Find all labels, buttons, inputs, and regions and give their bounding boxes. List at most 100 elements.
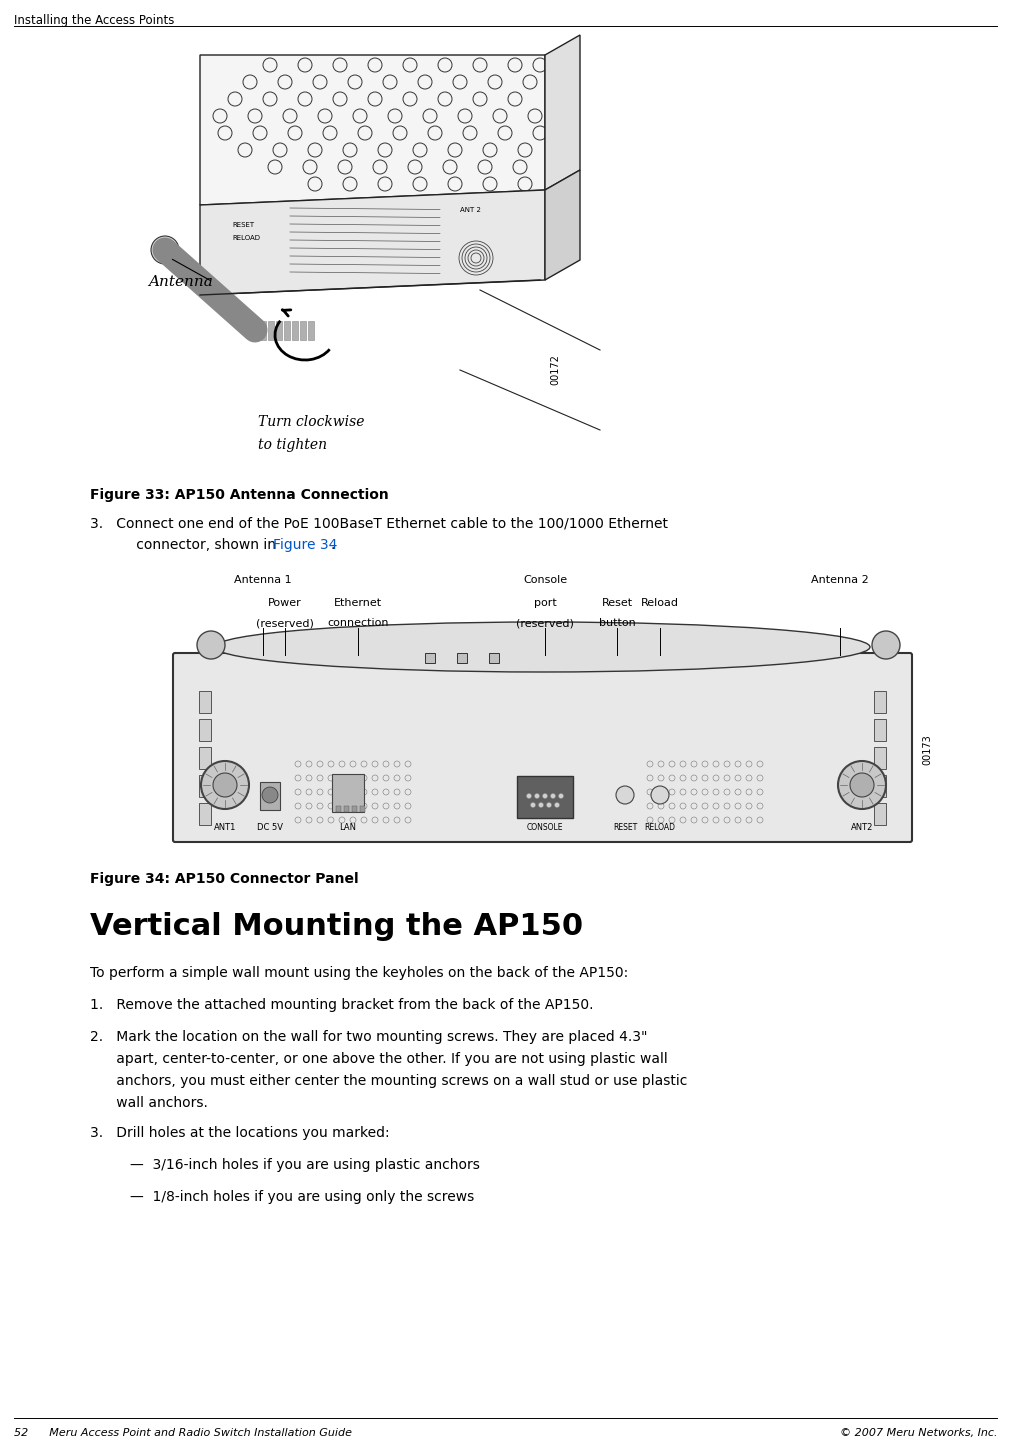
Text: (reserved): (reserved) bbox=[516, 618, 574, 628]
Circle shape bbox=[651, 786, 669, 803]
Circle shape bbox=[201, 761, 249, 809]
Text: 52      Meru Access Point and Radio Switch Installation Guide: 52 Meru Access Point and Radio Switch In… bbox=[14, 1428, 352, 1438]
Bar bbox=[874, 747, 886, 768]
Bar bbox=[199, 692, 211, 713]
Text: 3.   Connect one end of the PoE 100BaseT Ethernet cable to the 100/1000 Ethernet: 3. Connect one end of the PoE 100BaseT E… bbox=[90, 516, 668, 531]
Bar bbox=[489, 652, 499, 663]
Text: To perform a simple wall mount using the keyholes on the back of the AP150:: To perform a simple wall mount using the… bbox=[90, 966, 628, 980]
Circle shape bbox=[838, 761, 886, 809]
Text: apart, center-to-center, or one above the other. If you are not using plastic wa: apart, center-to-center, or one above th… bbox=[90, 1053, 667, 1066]
Bar bbox=[332, 774, 364, 812]
Polygon shape bbox=[200, 55, 545, 204]
Polygon shape bbox=[284, 320, 290, 339]
Text: Figure 34: AP150 Connector Panel: Figure 34: AP150 Connector Panel bbox=[90, 871, 359, 886]
Bar bbox=[199, 774, 211, 798]
Circle shape bbox=[547, 802, 551, 808]
Circle shape bbox=[850, 773, 874, 798]
Ellipse shape bbox=[215, 622, 870, 671]
Polygon shape bbox=[300, 320, 306, 339]
Text: ANT2: ANT2 bbox=[851, 824, 874, 832]
Circle shape bbox=[558, 793, 563, 799]
Polygon shape bbox=[545, 170, 580, 280]
Circle shape bbox=[551, 793, 555, 799]
Text: button: button bbox=[599, 618, 635, 628]
Text: —  3/16-inch holes if you are using plastic anchors: — 3/16-inch holes if you are using plast… bbox=[130, 1159, 480, 1172]
Bar bbox=[199, 747, 211, 768]
Text: Reset: Reset bbox=[602, 597, 633, 608]
Circle shape bbox=[554, 802, 559, 808]
Circle shape bbox=[151, 236, 179, 264]
Text: RESET: RESET bbox=[232, 222, 254, 228]
Text: RELOAD: RELOAD bbox=[232, 235, 260, 241]
Text: 1.   Remove the attached mounting bracket from the back of the AP150.: 1. Remove the attached mounting bracket … bbox=[90, 998, 593, 1012]
Text: © 2007 Meru Networks, Inc.: © 2007 Meru Networks, Inc. bbox=[839, 1428, 997, 1438]
Text: 00173: 00173 bbox=[922, 735, 932, 766]
Circle shape bbox=[535, 793, 540, 799]
Bar bbox=[874, 692, 886, 713]
Circle shape bbox=[213, 773, 237, 798]
Text: Antenna: Antenna bbox=[148, 276, 213, 289]
Circle shape bbox=[543, 793, 548, 799]
Circle shape bbox=[161, 247, 169, 254]
Bar bbox=[517, 776, 573, 818]
Text: 2.   Mark the location on the wall for two mounting screws. They are placed 4.3": 2. Mark the location on the wall for two… bbox=[90, 1030, 647, 1044]
Text: .: . bbox=[331, 538, 336, 552]
Bar bbox=[199, 719, 211, 741]
Bar bbox=[874, 803, 886, 825]
Circle shape bbox=[157, 242, 173, 258]
Text: —  1/8-inch holes if you are using only the screws: — 1/8-inch holes if you are using only t… bbox=[130, 1190, 474, 1203]
FancyBboxPatch shape bbox=[173, 652, 912, 842]
Text: CONSOLE: CONSOLE bbox=[527, 824, 563, 832]
Text: DC 5V: DC 5V bbox=[257, 824, 283, 832]
Bar bbox=[360, 806, 365, 812]
Polygon shape bbox=[292, 320, 298, 339]
Text: ANT 2: ANT 2 bbox=[460, 207, 480, 213]
Bar bbox=[425, 652, 435, 663]
Bar bbox=[260, 782, 280, 811]
Text: RELOAD: RELOAD bbox=[644, 824, 675, 832]
Text: Antenna 2: Antenna 2 bbox=[811, 576, 868, 584]
Text: Console: Console bbox=[523, 576, 567, 584]
Polygon shape bbox=[260, 320, 266, 339]
Text: connection: connection bbox=[328, 618, 389, 628]
Bar bbox=[199, 803, 211, 825]
Polygon shape bbox=[200, 190, 545, 294]
Text: Figure 33: AP150 Antenna Connection: Figure 33: AP150 Antenna Connection bbox=[90, 489, 389, 502]
Text: (reserved): (reserved) bbox=[256, 618, 314, 628]
Bar bbox=[344, 806, 349, 812]
Polygon shape bbox=[159, 242, 262, 338]
Text: Turn clockwise: Turn clockwise bbox=[258, 415, 365, 429]
Circle shape bbox=[616, 786, 634, 803]
Circle shape bbox=[262, 787, 278, 803]
Text: Antenna 1: Antenna 1 bbox=[235, 576, 292, 584]
Text: Installing the Access Points: Installing the Access Points bbox=[14, 14, 174, 28]
Text: 00172: 00172 bbox=[550, 355, 560, 386]
Bar bbox=[874, 774, 886, 798]
Polygon shape bbox=[268, 320, 274, 339]
Text: to tighten: to tighten bbox=[258, 438, 327, 452]
Circle shape bbox=[872, 631, 900, 658]
Text: Figure 34: Figure 34 bbox=[273, 538, 338, 552]
Text: Power: Power bbox=[268, 597, 302, 608]
Circle shape bbox=[197, 631, 225, 658]
Circle shape bbox=[527, 793, 532, 799]
Bar bbox=[336, 806, 341, 812]
Bar bbox=[352, 806, 357, 812]
Text: Vertical Mounting the AP150: Vertical Mounting the AP150 bbox=[90, 912, 583, 941]
Circle shape bbox=[531, 802, 536, 808]
Text: LAN: LAN bbox=[340, 824, 357, 832]
Text: 3.   Drill holes at the locations you marked:: 3. Drill holes at the locations you mark… bbox=[90, 1127, 389, 1140]
Text: wall anchors.: wall anchors. bbox=[90, 1096, 212, 1111]
Text: Reload: Reload bbox=[641, 597, 679, 608]
Bar bbox=[874, 719, 886, 741]
Polygon shape bbox=[308, 320, 314, 339]
Text: port: port bbox=[534, 597, 556, 608]
Text: ANT1: ANT1 bbox=[213, 824, 237, 832]
Text: connector, shown in: connector, shown in bbox=[110, 538, 280, 552]
Text: anchors, you must either center the mounting screws on a wall stud or use plasti: anchors, you must either center the moun… bbox=[90, 1074, 687, 1088]
Polygon shape bbox=[545, 35, 580, 190]
Polygon shape bbox=[276, 320, 282, 339]
Text: Ethernet: Ethernet bbox=[334, 597, 382, 608]
Circle shape bbox=[539, 802, 544, 808]
Bar bbox=[457, 652, 467, 663]
